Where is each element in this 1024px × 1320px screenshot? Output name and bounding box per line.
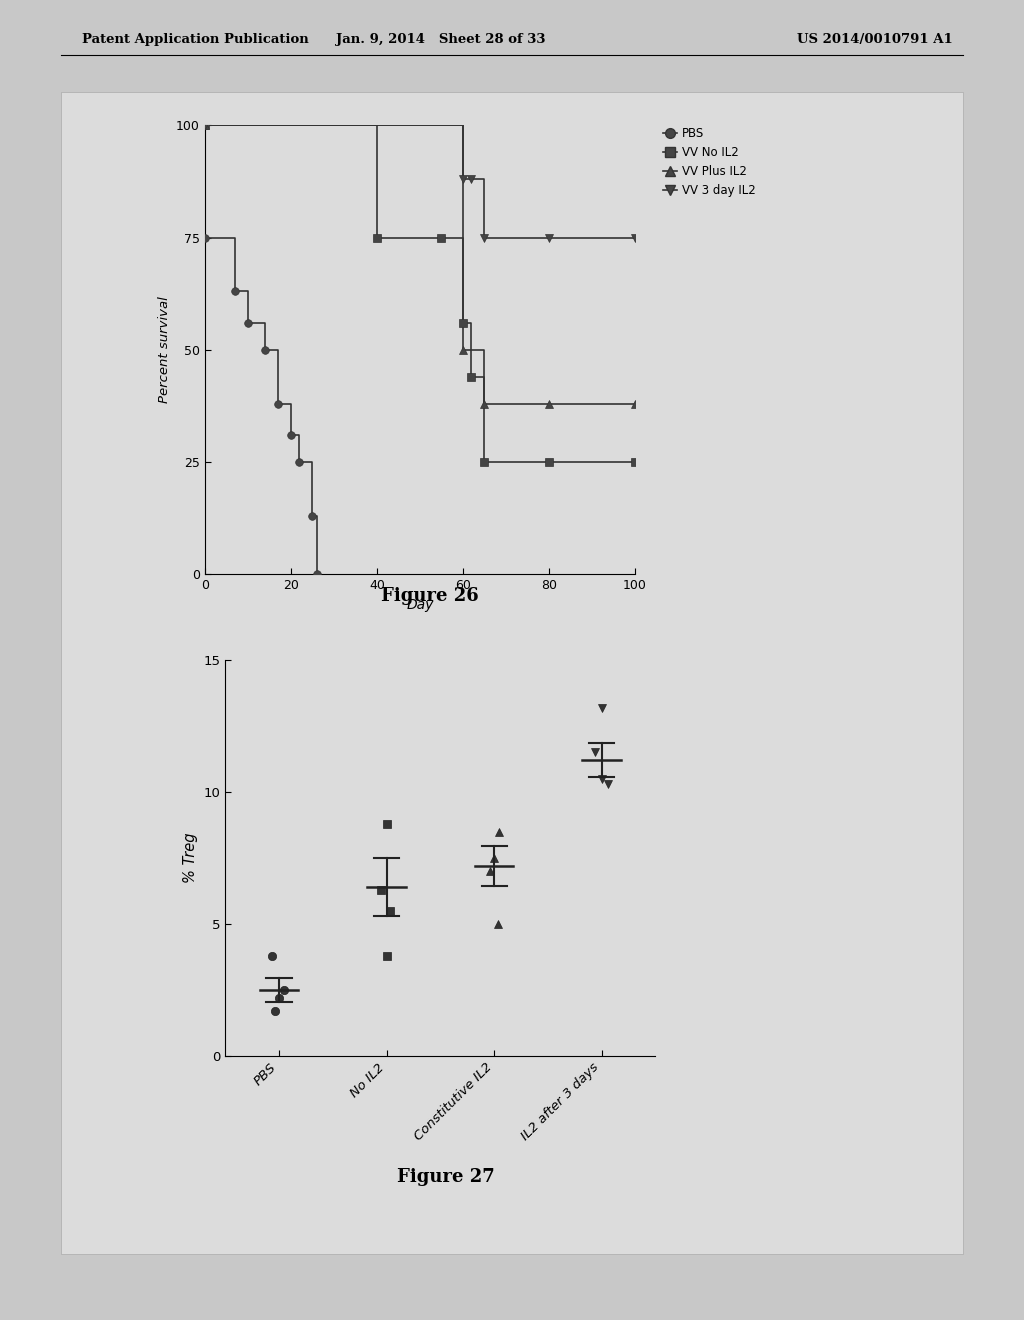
Y-axis label: Percent survival: Percent survival xyxy=(158,297,171,403)
Legend: PBS, VV No IL2, VV Plus IL2, VV 3 day IL2: PBS, VV No IL2, VV Plus IL2, VV 3 day IL… xyxy=(658,123,760,202)
X-axis label: Day: Day xyxy=(407,598,433,611)
Text: Figure 26: Figure 26 xyxy=(381,587,479,606)
Text: Patent Application Publication: Patent Application Publication xyxy=(82,33,308,46)
Text: Jan. 9, 2014   Sheet 28 of 33: Jan. 9, 2014 Sheet 28 of 33 xyxy=(336,33,545,46)
Text: US 2014/0010791 A1: US 2014/0010791 A1 xyxy=(797,33,952,46)
Text: Figure 27: Figure 27 xyxy=(396,1168,495,1187)
Y-axis label: % Treg: % Treg xyxy=(183,833,198,883)
